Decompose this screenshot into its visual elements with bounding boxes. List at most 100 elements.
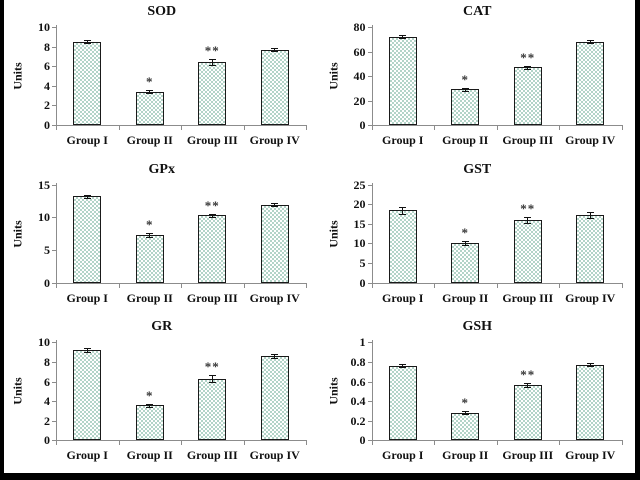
category-label: Group I [66, 448, 108, 463]
y-tick-label: 4 [44, 394, 50, 409]
y-tick-mark [367, 76, 372, 77]
y-tick-mark [52, 342, 56, 344]
significance-marker: * [146, 387, 154, 403]
error-bar-cap [271, 354, 279, 356]
bar [135, 405, 164, 441]
y-tick-mark [52, 66, 56, 68]
x-tick-mark [371, 440, 373, 446]
category-label: Group IV [565, 448, 616, 463]
y-tick-mark [52, 420, 56, 422]
category-label: Group II [442, 448, 489, 463]
x-tick-mark [181, 440, 182, 446]
y-tick-mark [52, 125, 56, 126]
y-tick-label: 15 [38, 177, 50, 192]
y-tick-mark [367, 243, 372, 245]
y-tick-label: 6 [44, 59, 50, 74]
y-tick-label: 0.6 [350, 374, 366, 389]
y-tick-label: 0 [44, 118, 50, 132]
error-bar-cap [399, 367, 407, 369]
error-bar-cap [208, 375, 216, 377]
y-tick-mark [367, 342, 372, 344]
error-bar-cap [461, 241, 469, 243]
x-tick-mark [496, 440, 498, 446]
category-label: Group II [126, 133, 173, 147]
y-tick-label: 10 [353, 236, 366, 251]
error-bar [149, 90, 151, 94]
error-bar [464, 411, 466, 415]
category-label: Group III [502, 290, 554, 305]
bar [513, 67, 542, 125]
error-bar-cap [146, 93, 154, 95]
chart-panel-gst: GST Units 0 5 10 15 20 25 Group I * Group II ** Grou… [320, 158, 636, 316]
error-bar-cap [399, 38, 407, 40]
error-bar-cap [586, 366, 594, 368]
y-tick-mark [52, 46, 56, 48]
x-tick-mark [434, 440, 435, 446]
y-tick-mark [367, 125, 372, 126]
chart-title: GR [151, 319, 173, 335]
error-bar [527, 383, 529, 388]
error-bar-cap [83, 352, 91, 354]
error-bar [464, 87, 466, 91]
error-bar [274, 354, 276, 358]
y-tick-mark [52, 217, 56, 219]
y-tick-label: 10 [38, 335, 50, 350]
error-bar-cap [146, 90, 154, 92]
error-bar [149, 403, 151, 407]
y-tick-mark [52, 401, 56, 403]
error-bar-cap [83, 40, 91, 42]
x-tick-mark [434, 282, 435, 288]
significance-marker: ** [520, 367, 536, 383]
y-axis-line [371, 182, 373, 284]
error-bar-cap [271, 358, 279, 359]
y-tick-mark [52, 381, 56, 383]
significance-marker: ** [204, 197, 220, 213]
error-bar-cap [83, 197, 91, 199]
y-tick-label: 40 [353, 69, 366, 83]
y-tick-mark [52, 440, 56, 442]
error-bar-cap [586, 43, 594, 45]
bar [260, 49, 289, 125]
error-bar [211, 213, 213, 217]
x-tick-mark [434, 125, 435, 130]
chart-panel-cat: CAT Units 0 20 40 60 80 Group I * Group II ** Group… [320, 0, 636, 158]
significance-marker: ** [520, 49, 536, 65]
error-bar-cap [146, 403, 154, 405]
y-tick-label: 8 [44, 354, 50, 369]
x-tick-mark [181, 125, 182, 130]
error-bar-cap [146, 406, 154, 408]
error-bar-cap [83, 43, 91, 45]
y-tick-label: 15 [353, 216, 366, 231]
error-bar-cap [83, 348, 91, 350]
y-tick-mark [52, 105, 56, 107]
y-tick-mark [367, 420, 372, 422]
error-bar [589, 212, 591, 218]
error-bar-cap [461, 411, 469, 413]
y-tick-label: 0 [44, 433, 50, 448]
bar [73, 196, 102, 283]
bar [576, 41, 605, 125]
chart-title: SOD [147, 4, 177, 19]
significance-marker: * [461, 395, 469, 411]
error-bar-cap [586, 363, 594, 365]
error-bar-cap [208, 216, 216, 218]
error-bar [402, 364, 404, 368]
chart-title: GPx [148, 161, 175, 177]
bar [73, 41, 102, 125]
category-label: Group II [442, 133, 489, 147]
error-bar-cap [399, 213, 407, 215]
y-tick-label: 10 [38, 210, 50, 225]
x-tick-mark [306, 440, 307, 446]
significance-marker: * [146, 74, 154, 90]
error-bar [149, 233, 151, 237]
error-bar-cap [524, 65, 532, 67]
y-tick-label: 0.8 [350, 354, 366, 369]
error-bar-cap [461, 245, 469, 247]
category-label: Group II [442, 290, 489, 305]
bar [73, 350, 102, 441]
y-tick-label: 10 [38, 20, 50, 34]
bar [260, 204, 289, 283]
error-bar [589, 40, 591, 44]
chart-title: CAT [462, 4, 492, 19]
